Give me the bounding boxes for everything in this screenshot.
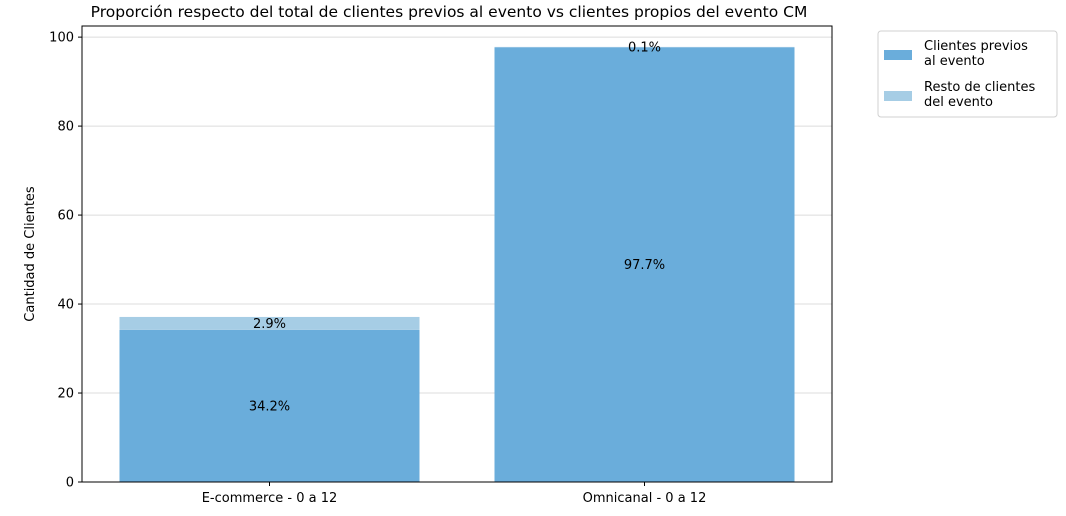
y-tick-label-80: 80 — [57, 120, 74, 135]
axes: 0 20 40 60 80 100 E-commerce - 0 a 12 Omnicanal… — [49, 25, 833, 506]
x-tick-label-0: E-commerce - 0 a 12 — [202, 491, 338, 506]
bar-previos-0 — [119, 329, 420, 482]
chart-title: Proporción respecto del total de cliente… — [91, 3, 808, 21]
legend: Clientes previos al evento Resto de client… — [877, 30, 1058, 118]
plot-frame — [81, 25, 833, 483]
legend-label-1: Resto de clientes del evento — [924, 80, 1035, 110]
y-tick-label-100: 100 — [49, 31, 74, 46]
legend-line-0-1: al evento — [924, 54, 985, 69]
data-label-resto-1: 0.1% — [628, 41, 661, 56]
data-label-previos-1: 97.7% — [624, 258, 665, 273]
legend-line-0-0: Clientes previos — [924, 39, 1028, 54]
legend-line-1-0: Resto de clientes — [924, 80, 1035, 95]
data-label-resto-0: 2.9% — [253, 317, 286, 332]
legend-swatch-0 — [884, 50, 912, 60]
y-tick-label-40: 40 — [57, 298, 74, 313]
legend-box — [877, 30, 1058, 118]
y-tick-label-60: 60 — [57, 209, 74, 224]
legend-label-0: Clientes previos al evento — [924, 39, 1028, 69]
data-labels: 34.2% 2.9% 97.7% 0.1% — [249, 41, 665, 415]
y-axis-label: Cantidad de Clientes — [23, 186, 38, 322]
y-tick-label-20: 20 — [57, 387, 74, 402]
bars — [119, 46, 795, 482]
x-tick-label-1: Omnicanal - 0 a 12 — [583, 491, 707, 506]
bar-resto-0 — [119, 316, 420, 330]
legend-swatch-1 — [884, 91, 912, 101]
y-tick-label-0: 0 — [66, 476, 74, 491]
data-label-previos-0: 34.2% — [249, 399, 290, 414]
bar-previos-1 — [494, 47, 795, 482]
legend-line-1-1: del evento — [924, 95, 993, 110]
